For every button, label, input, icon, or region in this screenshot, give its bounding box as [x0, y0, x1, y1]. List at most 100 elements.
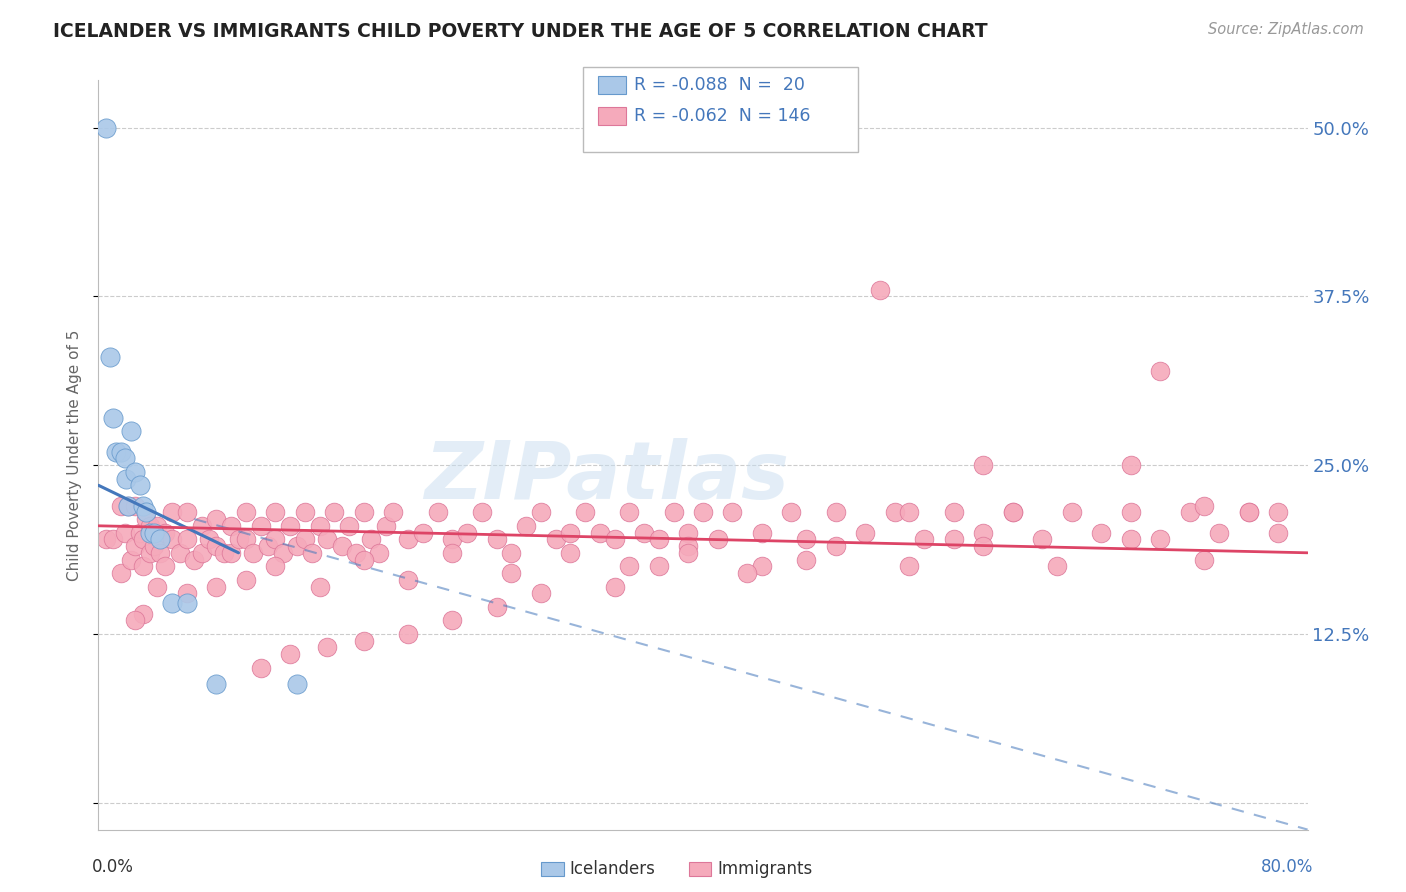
Point	[382, 505, 405, 519]
Point	[560, 525, 582, 540]
Point	[294, 533, 316, 547]
Point	[898, 559, 921, 574]
Point	[143, 539, 166, 553]
Y-axis label: Child Poverty Under the Age of 5: Child Poverty Under the Age of 5	[67, 329, 83, 581]
Point	[212, 546, 235, 560]
Point	[603, 580, 626, 594]
Point	[98, 350, 121, 364]
Point	[287, 677, 309, 691]
Point	[721, 505, 744, 519]
Point	[1149, 363, 1171, 377]
Point	[426, 505, 449, 519]
Point	[242, 546, 264, 560]
Point	[412, 525, 434, 540]
Point	[117, 499, 139, 513]
Point	[1194, 499, 1216, 513]
Point	[1178, 505, 1201, 519]
Point	[205, 512, 228, 526]
Point	[1031, 533, 1053, 547]
Point	[619, 505, 641, 519]
Point	[824, 505, 846, 519]
Point	[264, 533, 287, 547]
Point	[648, 559, 671, 574]
Point	[294, 505, 316, 519]
Point	[678, 539, 700, 553]
Point	[146, 580, 169, 594]
Point	[662, 505, 685, 519]
Point	[794, 552, 817, 566]
Point	[1119, 533, 1142, 547]
Point	[316, 640, 339, 655]
Point	[485, 599, 508, 614]
Text: ICELANDER VS IMMIGRANTS CHILD POVERTY UNDER THE AGE OF 5 CORRELATION CHART: ICELANDER VS IMMIGRANTS CHILD POVERTY UN…	[53, 22, 988, 41]
Point	[869, 283, 891, 297]
Point	[1237, 505, 1260, 519]
Point	[264, 505, 287, 519]
Point	[205, 539, 228, 553]
Text: Icelanders: Icelanders	[569, 860, 655, 878]
Point	[485, 533, 508, 547]
Point	[124, 499, 146, 513]
Point	[1267, 525, 1289, 540]
Point	[633, 525, 655, 540]
Point	[176, 533, 198, 547]
Text: Immigrants: Immigrants	[717, 860, 813, 878]
Point	[114, 525, 136, 540]
Point	[375, 518, 398, 533]
Point	[94, 533, 117, 547]
Point	[883, 505, 905, 519]
Point	[1119, 505, 1142, 519]
Point	[794, 533, 817, 547]
Point	[198, 533, 221, 547]
Text: Source: ZipAtlas.com: Source: ZipAtlas.com	[1208, 22, 1364, 37]
Point	[1001, 505, 1024, 519]
Point	[128, 525, 150, 540]
Point	[648, 533, 671, 547]
Point	[706, 533, 728, 547]
Point	[287, 539, 309, 553]
Point	[544, 533, 567, 547]
Point	[530, 586, 553, 600]
Point	[139, 546, 162, 560]
Point	[972, 525, 994, 540]
Point	[530, 505, 553, 519]
Point	[471, 505, 494, 519]
Point	[692, 505, 714, 519]
Point	[441, 546, 464, 560]
Point	[619, 559, 641, 574]
Point	[441, 613, 464, 627]
Point	[278, 518, 301, 533]
Point	[780, 505, 803, 519]
Point	[176, 505, 198, 519]
Point	[396, 573, 419, 587]
Point	[501, 546, 523, 560]
Point	[249, 660, 271, 674]
Point	[101, 410, 124, 425]
Point	[183, 552, 205, 566]
Point	[1237, 505, 1260, 519]
Point	[124, 465, 146, 479]
Point	[131, 559, 153, 574]
Point	[228, 533, 250, 547]
Point	[190, 518, 212, 533]
Point	[678, 525, 700, 540]
Point	[501, 566, 523, 580]
Point	[278, 647, 301, 661]
Point	[176, 596, 198, 610]
Point	[219, 518, 242, 533]
Point	[176, 586, 198, 600]
Point	[190, 546, 212, 560]
Point	[560, 546, 582, 560]
Point	[128, 478, 150, 492]
Point	[235, 533, 257, 547]
Point	[160, 533, 183, 547]
Point	[117, 499, 139, 513]
Text: 80.0%: 80.0%	[1261, 858, 1313, 876]
Point	[1001, 505, 1024, 519]
Point	[149, 533, 172, 547]
Point	[131, 533, 153, 547]
Point	[135, 512, 157, 526]
Point	[367, 546, 389, 560]
Point	[146, 518, 169, 533]
Point	[972, 539, 994, 553]
